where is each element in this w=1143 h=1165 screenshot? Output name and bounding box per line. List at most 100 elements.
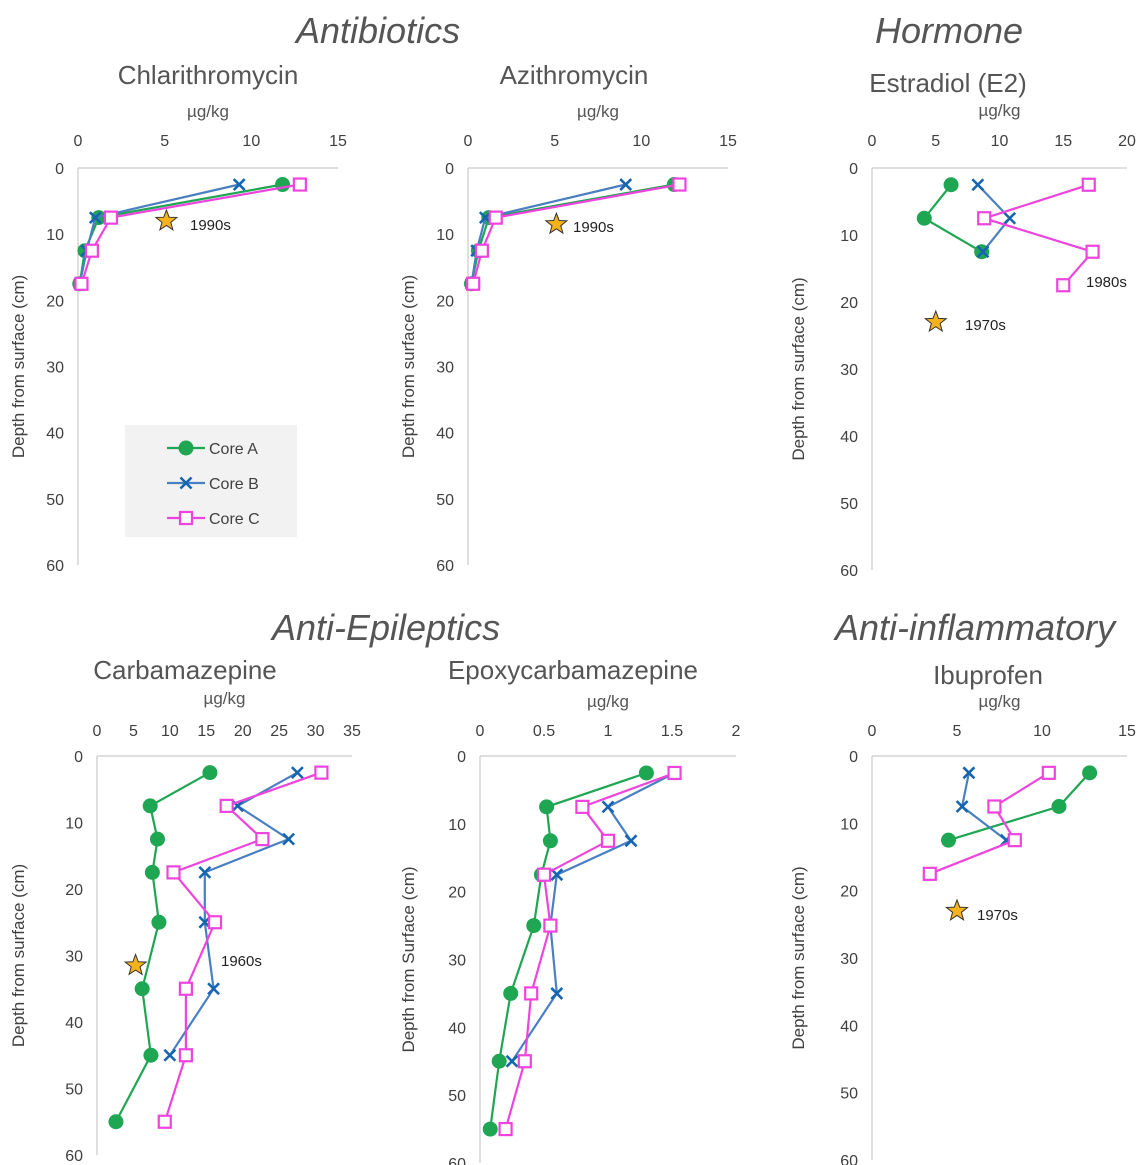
x-tick-label: 5 [931, 133, 940, 150]
y-tick-label: 10 [840, 228, 858, 245]
y-axis-label: Depth from surface (cm) [9, 864, 28, 1047]
y-tick-label: 60 [840, 563, 858, 580]
legend-marker [179, 476, 193, 490]
y-tick-label: 40 [448, 1020, 466, 1037]
x-tick-label: 15 [1118, 723, 1136, 740]
y-axis-label: Depth from surface (cm) [9, 275, 28, 458]
series-line [80, 183, 301, 285]
data-point [575, 799, 590, 814]
decade-annotation: 1970s [965, 317, 1006, 334]
data-point [601, 800, 615, 814]
x-tick-label: 20 [234, 723, 252, 740]
decade-annotation: 1990s [190, 217, 231, 234]
data-point [488, 210, 503, 225]
chart-title: Chlarithromycin [118, 60, 299, 90]
data-point [1041, 765, 1056, 780]
series-line [163, 771, 322, 1123]
y-tick-label: 60 [448, 1156, 466, 1165]
series-line [948, 772, 1091, 842]
y-tick-label: 30 [840, 951, 858, 968]
y-tick-label: 60 [46, 558, 64, 575]
data-point [466, 276, 481, 291]
chart-title: Epoxycarbamazepine [448, 655, 698, 685]
chart-title: Ibuprofen [933, 660, 1043, 690]
data-point [275, 177, 291, 193]
data-point [971, 178, 985, 192]
x-tick-label: 10 [991, 133, 1009, 150]
y-axis-label: Depth from surface (cm) [789, 277, 808, 460]
chart-carbamazepine: Carbamazepine µg/kg 0 5 10 15 20 25 30 35 0 10 20 30 4… [0, 590, 380, 1165]
star-marker-icon [945, 898, 969, 921]
x-tick-label: 30 [307, 723, 325, 740]
data-point [178, 981, 193, 996]
legend-label: Core C [209, 511, 260, 528]
data-point [143, 1047, 159, 1063]
data-point [232, 178, 246, 191]
x-tick-label: 10 [1033, 723, 1051, 740]
x-tick-label: 5 [129, 723, 138, 740]
series-line [472, 183, 680, 285]
decade-annotation: 1990s [573, 219, 614, 236]
x-tick-label: 10 [161, 723, 179, 740]
series-line [78, 183, 283, 284]
data-point [292, 177, 307, 192]
y-tick-label: 50 [840, 496, 858, 513]
series-line [511, 772, 676, 1062]
data-point [255, 832, 270, 847]
x-tick-label: 15 [719, 133, 737, 150]
data-point [987, 799, 1002, 814]
x-tick-label: 25 [270, 723, 288, 740]
x-tick-label: 1.5 [661, 723, 683, 740]
series-core-c [977, 177, 1100, 293]
chart-estradiol: Estradiol (E2) µg/kg 0 5 10 15 20 0 10 20 30 40 50 60… [780, 0, 1143, 590]
data-point [108, 1114, 124, 1130]
data-point [142, 798, 158, 814]
chart-chlarithromycin: Chlarithromycin µg/kg 0 5 10 15 0 10 20 30 40 50 60 D… [0, 0, 380, 590]
y-tick-label: 30 [840, 362, 858, 379]
legend: Core A Core B Core C [125, 425, 297, 537]
data-point [202, 765, 218, 781]
data-point [166, 865, 181, 880]
data-point [638, 765, 654, 781]
series-core-a [72, 177, 291, 292]
series-line [922, 184, 983, 253]
group-title-anti-inflammatory: Anti-inflammatory [835, 607, 1116, 648]
series-core-c [74, 177, 307, 291]
y-tick-label: 40 [46, 426, 64, 443]
series-core-b [505, 766, 681, 1068]
chart-title: Estradiol (E2) [869, 68, 1027, 98]
y-tick-label: 0 [74, 749, 83, 766]
data-point [955, 800, 969, 813]
group-title-antibiotics: Antibiotics [296, 10, 461, 51]
data-point [619, 178, 633, 191]
y-tick-label: 60 [65, 1148, 83, 1165]
series-core-c [498, 765, 682, 1137]
chart-epoxycarbamazepine: Epoxycarbamazepine µg/kg 0 0.5 1 1.5 2 0 10 20 30 4… [390, 590, 770, 1165]
legend-marker [178, 510, 194, 526]
x-tick-label: 5 [953, 723, 962, 740]
series-core-c [157, 765, 329, 1129]
data-point [1056, 278, 1071, 293]
data-point [219, 798, 234, 813]
data-point [474, 243, 489, 258]
y-tick-label: 20 [46, 293, 64, 310]
data-point [550, 986, 564, 1000]
data-point [151, 914, 167, 930]
y-tick-label: 10 [46, 227, 64, 244]
data-point [943, 177, 959, 193]
y-tick-label: 10 [436, 227, 454, 244]
x-axis-unit-label: µg/kg [587, 692, 629, 711]
y-tick-label: 60 [840, 1153, 858, 1165]
y-tick-label: 0 [445, 161, 454, 178]
data-point [526, 918, 542, 934]
data-point [88, 211, 102, 225]
y-axis-label: Depth from Surface (cm) [399, 866, 418, 1052]
decade-annotation: 1970s [977, 907, 1018, 924]
data-point [524, 986, 539, 1001]
data-point [103, 210, 119, 225]
legend-item-core-a: Core A [167, 440, 258, 458]
x-axis-unit-label: µg/kg [979, 692, 1021, 711]
star-marker-icon [154, 208, 179, 231]
x-tick-label: 20 [1118, 133, 1136, 150]
series-line [980, 183, 1095, 287]
